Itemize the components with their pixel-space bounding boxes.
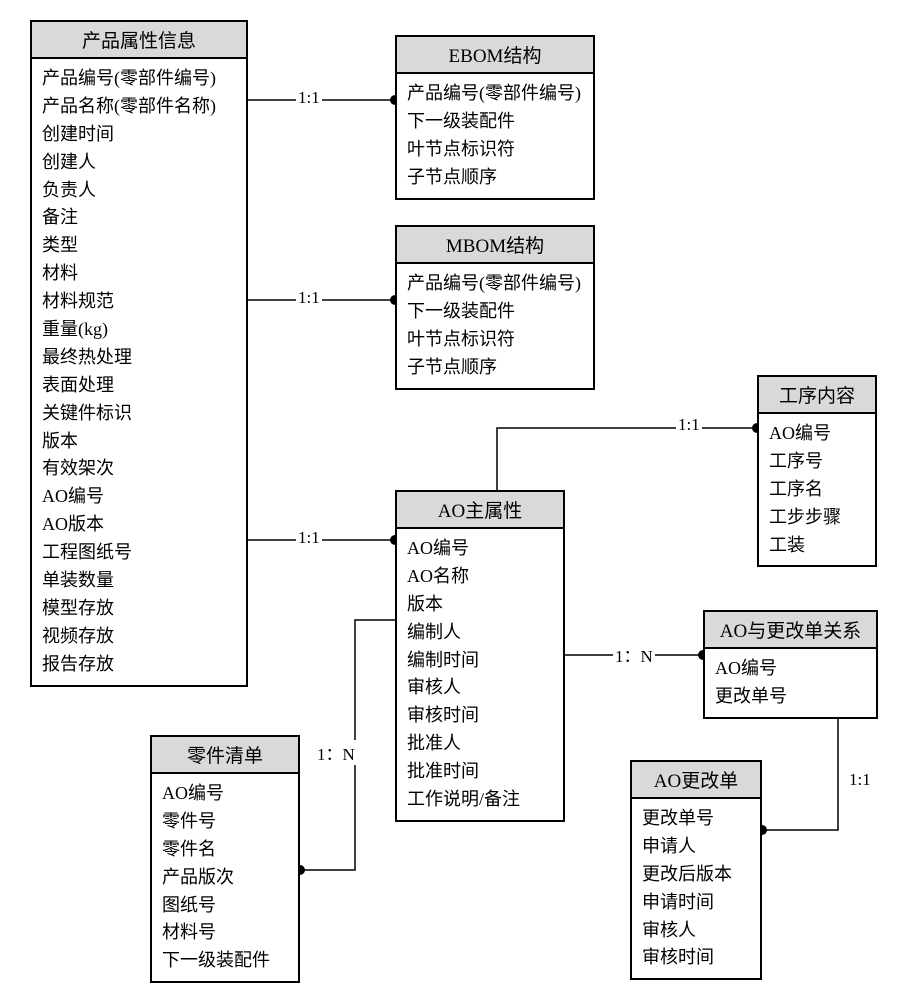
- field: 产品编号(零部件编号): [407, 270, 583, 298]
- field: 零件号: [162, 808, 288, 836]
- entity-ao-change-rel-title: AO与更改单关系: [705, 612, 876, 649]
- entity-ao-change-body: 更改单号 申请人 更改后版本 申请时间 审核人 审核时间: [632, 799, 760, 978]
- entity-mbom-title: MBOM结构: [397, 227, 593, 264]
- entity-ebom: EBOM结构 产品编号(零部件编号) 下一级装配件 叶节点标识符 子节点顺序: [395, 35, 595, 200]
- entity-part-list-body: AO编号 零件号 零件名 产品版次 图纸号 材料号 下一级装配件: [152, 774, 298, 981]
- rel-label-6: 1：N: [315, 740, 357, 765]
- rel-label-2: 1:1: [296, 288, 322, 308]
- entity-ao-main: AO主属性 AO编号 AO名称 版本 编制人 编制时间 审核人 审核时间 批准人…: [395, 490, 565, 822]
- field: 批准时间: [407, 758, 553, 786]
- field: 编制时间: [407, 647, 553, 675]
- field: AO编号: [162, 780, 288, 808]
- field: 子节点顺序: [407, 354, 583, 382]
- field: 创建时间: [42, 121, 236, 149]
- field: 材料: [42, 260, 236, 288]
- field: 产品编号(零部件编号): [407, 80, 583, 108]
- entity-ao-change-rel: AO与更改单关系 AO编号 更改单号: [703, 610, 878, 719]
- field: 叶节点标识符: [407, 136, 583, 164]
- field: 版本: [407, 591, 553, 619]
- field: 表面处理: [42, 372, 236, 400]
- entity-product-body: 产品编号(零部件编号) 产品名称(零部件名称) 创建时间 创建人 负责人 备注 …: [32, 59, 246, 685]
- field: 报告存放: [42, 651, 236, 679]
- field: 更改单号: [642, 805, 750, 833]
- field: 审核时间: [407, 702, 553, 730]
- field: 工作说明/备注: [407, 786, 553, 814]
- field: AO编号: [42, 483, 236, 511]
- rel-label-5: 1：N: [613, 642, 655, 667]
- field: 产品编号(零部件编号): [42, 65, 236, 93]
- field: 工序号: [769, 448, 865, 476]
- field: 版本: [42, 428, 236, 456]
- entity-part-list-title: 零件清单: [152, 737, 298, 774]
- field: 最终热处理: [42, 344, 236, 372]
- field: 下一级装配件: [162, 947, 288, 975]
- field: 产品版次: [162, 864, 288, 892]
- field: 零件名: [162, 836, 288, 864]
- field: 模型存放: [42, 595, 236, 623]
- entity-ao-main-body: AO编号 AO名称 版本 编制人 编制时间 审核人 审核时间 批准人 批准时间 …: [397, 529, 563, 820]
- entity-process-body: AO编号 工序号 工序名 工步步骤 工装: [759, 414, 875, 565]
- field: 工步步骤: [769, 504, 865, 532]
- field: 备注: [42, 204, 236, 232]
- entity-ao-change: AO更改单 更改单号 申请人 更改后版本 申请时间 审核人 审核时间: [630, 760, 762, 980]
- entity-mbom-body: 产品编号(零部件编号) 下一级装配件 叶节点标识符 子节点顺序: [397, 264, 593, 388]
- field: AO编号: [715, 655, 866, 683]
- field: 工程图纸号: [42, 539, 236, 567]
- rel-label-1: 1:1: [296, 88, 322, 108]
- entity-mbom: MBOM结构 产品编号(零部件编号) 下一级装配件 叶节点标识符 子节点顺序: [395, 225, 595, 390]
- rel-label-3: 1:1: [296, 528, 322, 548]
- field: AO名称: [407, 563, 553, 591]
- field: 申请人: [642, 833, 750, 861]
- entity-process: 工序内容 AO编号 工序号 工序名 工步步骤 工装: [757, 375, 877, 567]
- field: 产品名称(零部件名称): [42, 93, 236, 121]
- field: AO编号: [769, 420, 865, 448]
- field: 创建人: [42, 149, 236, 177]
- field: 叶节点标识符: [407, 326, 583, 354]
- entity-ebom-body: 产品编号(零部件编号) 下一级装配件 叶节点标识符 子节点顺序: [397, 74, 593, 198]
- entity-process-title: 工序内容: [759, 377, 875, 414]
- field: 更改后版本: [642, 861, 750, 889]
- field: 批准人: [407, 730, 553, 758]
- field: 工序名: [769, 476, 865, 504]
- field: 申请时间: [642, 889, 750, 917]
- entity-product: 产品属性信息 产品编号(零部件编号) 产品名称(零部件名称) 创建时间 创建人 …: [30, 20, 248, 687]
- entity-part-list: 零件清单 AO编号 零件号 零件名 产品版次 图纸号 材料号 下一级装配件: [150, 735, 300, 983]
- field: 视频存放: [42, 623, 236, 651]
- field: 下一级装配件: [407, 108, 583, 136]
- entity-ebom-title: EBOM结构: [397, 37, 593, 74]
- field: 材料规范: [42, 288, 236, 316]
- field: 负责人: [42, 177, 236, 205]
- field: 关键件标识: [42, 400, 236, 428]
- field: AO版本: [42, 511, 236, 539]
- entity-ao-change-title: AO更改单: [632, 762, 760, 799]
- field: 图纸号: [162, 892, 288, 920]
- rel-label-4: 1:1: [676, 415, 702, 435]
- field: 编制人: [407, 619, 553, 647]
- field: 子节点顺序: [407, 164, 583, 192]
- field: 材料号: [162, 919, 288, 947]
- rel-label-7: 1:1: [847, 770, 873, 790]
- field: 类型: [42, 232, 236, 260]
- field: 有效架次: [42, 455, 236, 483]
- field: 审核人: [407, 674, 553, 702]
- field: 下一级装配件: [407, 298, 583, 326]
- field: 审核人: [642, 917, 750, 945]
- field: AO编号: [407, 535, 553, 563]
- field: 单装数量: [42, 567, 236, 595]
- field: 重量(kg): [42, 316, 236, 344]
- field: 工装: [769, 532, 865, 560]
- entity-ao-change-rel-body: AO编号 更改单号: [705, 649, 876, 717]
- field: 审核时间: [642, 944, 750, 972]
- field: 更改单号: [715, 683, 866, 711]
- entity-product-title: 产品属性信息: [32, 22, 246, 59]
- entity-ao-main-title: AO主属性: [397, 492, 563, 529]
